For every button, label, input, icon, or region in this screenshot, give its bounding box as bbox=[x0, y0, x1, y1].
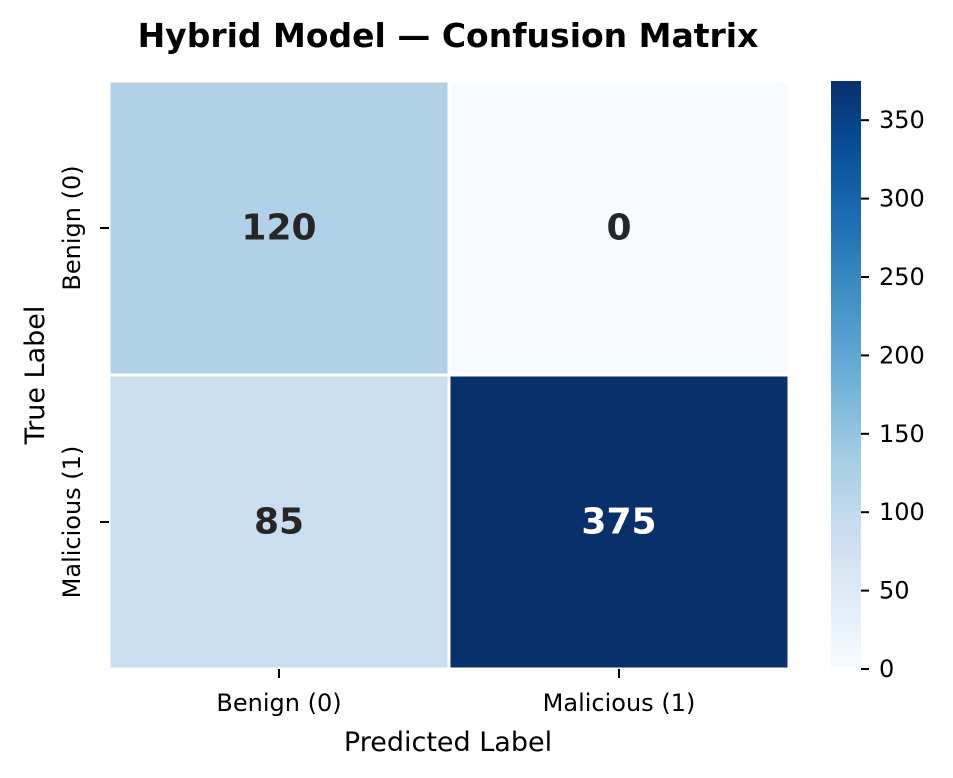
heatmap-value-r1-c1: 375 bbox=[581, 502, 656, 543]
colorbar-tick-label: 0 bbox=[879, 655, 894, 683]
heatmap-cells bbox=[107, 79, 791, 671]
x-axis-label: Predicted Label bbox=[344, 727, 552, 758]
heatmap-value-r0-c1: 0 bbox=[606, 208, 631, 249]
colorbar-tick-label: 200 bbox=[879, 341, 925, 369]
heatmap-cell-r1-c1 bbox=[447, 373, 791, 671]
heatmap-value-r0-c0: 120 bbox=[241, 208, 316, 249]
x-tick-label: Benign (0) bbox=[216, 689, 341, 717]
y-tick-label: Malicious (1) bbox=[58, 446, 86, 599]
heatmap-cell-r1-c0 bbox=[107, 373, 451, 671]
colorbar-tick-label: 300 bbox=[879, 185, 925, 213]
colorbar-tick-label: 350 bbox=[879, 106, 925, 134]
x-tick-label: Malicious (1) bbox=[543, 689, 696, 717]
colorbar-tick-label: 100 bbox=[879, 498, 925, 526]
colorbar-ticks: 0 50 100 150 200 250 300 350 bbox=[861, 106, 925, 683]
colorbar-tick-label: 250 bbox=[879, 263, 925, 291]
chart-title: Hybrid Model — Confusion Matrix bbox=[138, 16, 759, 55]
colorbar bbox=[831, 81, 861, 669]
y-axis-label: True Label bbox=[20, 306, 51, 446]
heatmap-cell-r0-c1 bbox=[447, 79, 791, 377]
heatmap-cell-labels: 120 0 85 375 bbox=[241, 208, 656, 543]
colorbar-tick-label: 50 bbox=[879, 577, 910, 605]
heatmap-value-r1-c0: 85 bbox=[254, 502, 304, 543]
heatmap-cell-r0-c0 bbox=[107, 79, 451, 377]
y-tick-label: Benign (0) bbox=[58, 165, 86, 290]
x-axis-ticks: Benign (0) Malicious (1) bbox=[216, 669, 695, 717]
y-axis-ticks: Benign (0) Malicious (1) bbox=[58, 165, 109, 598]
colorbar-tick-label: 150 bbox=[879, 420, 925, 448]
